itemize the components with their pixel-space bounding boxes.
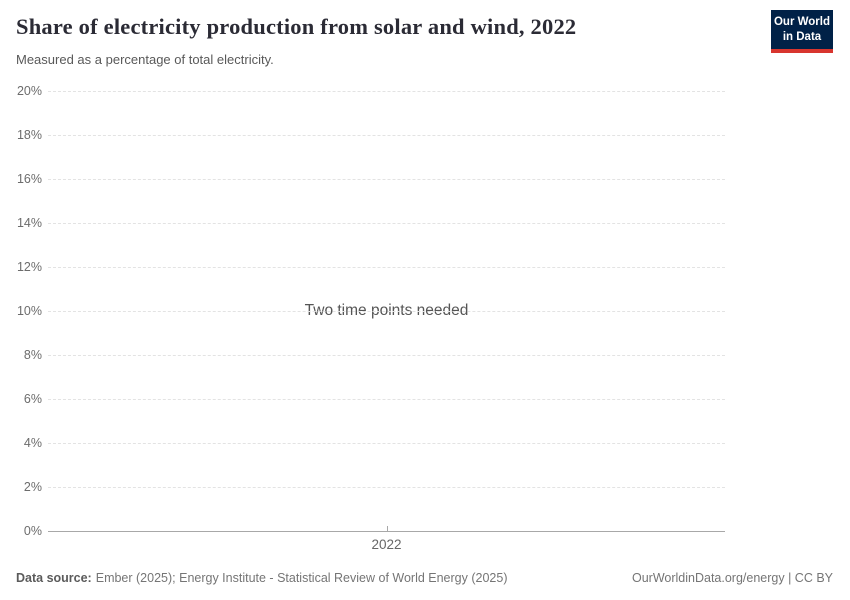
gridline-20% <box>48 91 725 92</box>
owid-logo-line1: Our World <box>773 16 830 28</box>
chart-subtitle: Measured as a percentage of total electr… <box>16 52 274 67</box>
data-source-text: Ember (2025); Energy Institute - Statist… <box>95 571 508 585</box>
x-tick-label-2022: 2022 <box>371 537 402 552</box>
gridline-10% <box>48 311 725 312</box>
gridline-2% <box>48 487 725 488</box>
owid-logo: Our World in Data <box>771 10 833 53</box>
gridline-18% <box>48 135 725 136</box>
gridline-16% <box>48 179 725 180</box>
y-tick-label-14%: 14% <box>16 216 42 230</box>
owid-logo-line2: in Data <box>782 30 822 43</box>
data-source: Data source: Ember (2025); Energy Institu… <box>16 571 507 585</box>
plot-area: Two time points needed 0% 2% 4% 6% 8% 10% 12% 1… <box>17 84 725 552</box>
gridline-6% <box>48 399 725 400</box>
chart-footer: Data source: Ember (2025); Energy Institu… <box>16 571 833 585</box>
x-tick-mark-2022 <box>386 526 388 531</box>
y-tick-label-8%: 8% <box>23 348 42 362</box>
chart-title: Share of electricity production from sol… <box>16 14 577 39</box>
gridline-4% <box>48 443 725 444</box>
y-tick-label-2%: 2% <box>23 480 42 494</box>
gridline-12% <box>48 267 725 268</box>
attribution: OurWorldinData.org/energy | CC BY <box>631 571 833 585</box>
data-source-label: Data source: <box>16 571 92 585</box>
x-axis-line <box>48 531 725 532</box>
y-tick-label-0%: 0% <box>23 524 42 538</box>
gridline-8% <box>48 355 725 356</box>
y-tick-label-18%: 18% <box>16 128 42 142</box>
y-tick-label-4%: 4% <box>23 436 42 450</box>
gridline-14% <box>48 223 725 224</box>
y-tick-label-16%: 16% <box>16 172 42 186</box>
y-tick-label-20%: 20% <box>16 84 42 98</box>
y-tick-label-12%: 12% <box>16 260 42 274</box>
y-tick-label-10%: 10% <box>16 304 42 318</box>
y-tick-label-6%: 6% <box>23 392 42 406</box>
